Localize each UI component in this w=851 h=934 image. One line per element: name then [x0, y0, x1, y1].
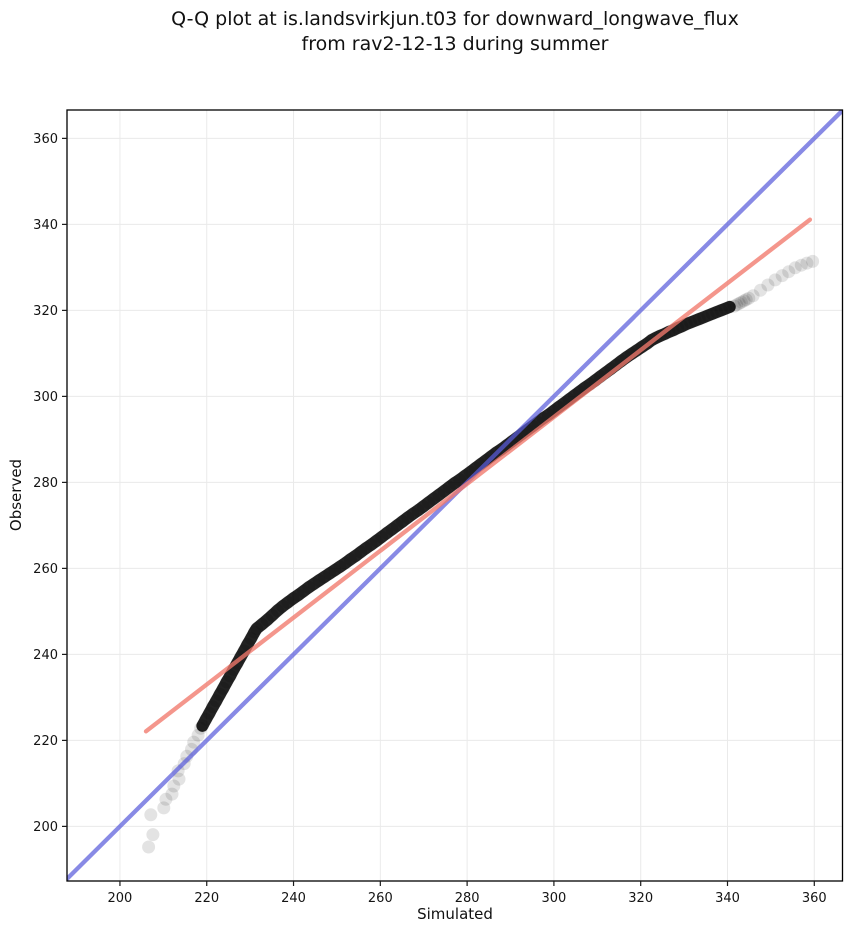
data-point — [159, 792, 173, 806]
data-point — [806, 254, 820, 268]
data-point — [754, 283, 767, 297]
data-point — [144, 808, 158, 822]
x-tick-label: 300 — [541, 891, 566, 906]
x-axis-label: Simulated — [417, 905, 493, 923]
y-tick-label: 260 — [33, 562, 58, 577]
data-point — [737, 294, 751, 308]
data-point — [739, 293, 753, 307]
y-tick-label: 200 — [33, 820, 58, 835]
data-point — [761, 278, 775, 292]
data-point — [742, 291, 756, 305]
x-tick-label: 340 — [715, 891, 740, 906]
chart-title-line1: Q-Q plot at is.landsvirkjun.t03 for down… — [171, 8, 739, 30]
data-point — [157, 801, 171, 815]
data-point — [775, 269, 789, 283]
y-tick-label: 220 — [33, 734, 58, 749]
data-point — [172, 772, 186, 786]
x-tick-label: 320 — [628, 891, 653, 906]
data-point — [187, 735, 201, 749]
x-tick-label: 240 — [281, 891, 306, 906]
y-tick-label: 300 — [33, 390, 58, 405]
chart-title: Q-Q plot at is.landsvirkjun.t03 for down… — [67, 7, 843, 56]
data-point — [782, 265, 796, 279]
density — [196, 300, 736, 732]
y-tick-label: 340 — [33, 218, 58, 233]
plot-border — [66, 109, 844, 882]
data-point — [794, 258, 808, 272]
data-point — [142, 840, 156, 854]
x-tick-label: 220 — [194, 891, 219, 906]
data-point — [746, 289, 760, 303]
data-point — [732, 297, 746, 310]
data-point — [146, 828, 160, 842]
y-tick-label: 240 — [33, 648, 58, 663]
y-tick-label: 280 — [33, 476, 58, 491]
data-point — [191, 728, 205, 742]
y-tick-label: 360 — [33, 132, 58, 147]
data-point — [734, 295, 748, 309]
chart-title-line2: from rav2-12-13 during summer — [301, 32, 609, 55]
x-tick-label: 360 — [802, 891, 827, 906]
data-point — [165, 787, 179, 801]
data-point — [167, 779, 181, 793]
axis-ticks: 200 220 240 260 280 300 320 340 360 200 220 240 260 2… — [33, 132, 827, 906]
gridlines — [67, 110, 843, 881]
spines — [66, 109, 844, 882]
x-tick-label: 260 — [368, 891, 393, 906]
x-tick-label: 280 — [455, 891, 480, 906]
data-point — [788, 261, 802, 275]
x-tick-label: 200 — [108, 891, 133, 906]
y-tick-label: 320 — [33, 304, 58, 319]
scatter-density-trail — [196, 300, 736, 732]
reference-lines — [67, 110, 843, 881]
fit-line — [143, 217, 813, 734]
data-point — [768, 273, 782, 287]
y-axis-label: Observed — [7, 458, 25, 532]
scatter-points — [142, 254, 820, 854]
data-point — [800, 256, 814, 270]
